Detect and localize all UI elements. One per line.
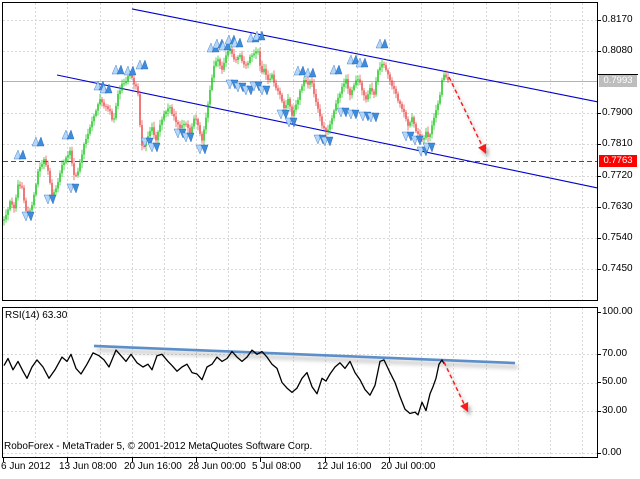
fractal-up-icon (252, 30, 266, 41)
fractal-up-icon (123, 65, 137, 76)
fractal-down-icon (140, 137, 154, 148)
fractal-up-icon (61, 129, 75, 140)
fractal-up-icon (230, 37, 244, 48)
rsi-line (3, 349, 445, 416)
rsi-forecast-arrow (443, 361, 469, 413)
fractal-down-icon (276, 109, 290, 120)
axis-ticks (3, 20, 601, 462)
fractal-up-icon (111, 64, 125, 75)
panel-borders (2, 2, 638, 458)
grid-lines (3, 3, 597, 457)
fractal-up-icon (135, 59, 149, 70)
fractal-up-icon (346, 54, 360, 65)
fractal-up-icon (293, 65, 307, 76)
fractal-up-icon (13, 149, 27, 160)
fractal-down-icon (43, 194, 57, 205)
main-panel-border (2, 2, 598, 301)
fractal-up-icon (218, 40, 232, 51)
channel-upper-line (131, 8, 599, 103)
fractal-down-icon (257, 85, 271, 96)
fractal-down-icon (284, 117, 298, 128)
fractal-down-icon (366, 112, 380, 123)
fractal-down-icon (21, 211, 35, 222)
fractal-down-icon (346, 109, 360, 120)
fractal-down-icon (66, 183, 80, 194)
fractal-down-icon (336, 107, 350, 118)
fractal-up-icon (375, 38, 389, 49)
candlestick-series (3, 43, 449, 226)
price-forecast-arrow (448, 76, 487, 154)
fractal-down-icon (195, 144, 209, 155)
fractal-up-icon (329, 64, 343, 75)
rsi-trendline (93, 344, 516, 365)
fractal-up-icon (303, 67, 317, 78)
fractal-up-icon (31, 136, 45, 147)
fractal-down-icon (241, 85, 255, 96)
fractal-down-icon (320, 136, 334, 147)
fractal-up-icon (355, 57, 369, 68)
fractal-arrows (13, 30, 436, 222)
fractal-down-icon (181, 132, 195, 143)
fractal-down-icon (147, 142, 161, 153)
fractal-up-icon (99, 83, 113, 94)
fractal-down-icon (422, 142, 436, 153)
fractal-down-icon (410, 135, 424, 146)
